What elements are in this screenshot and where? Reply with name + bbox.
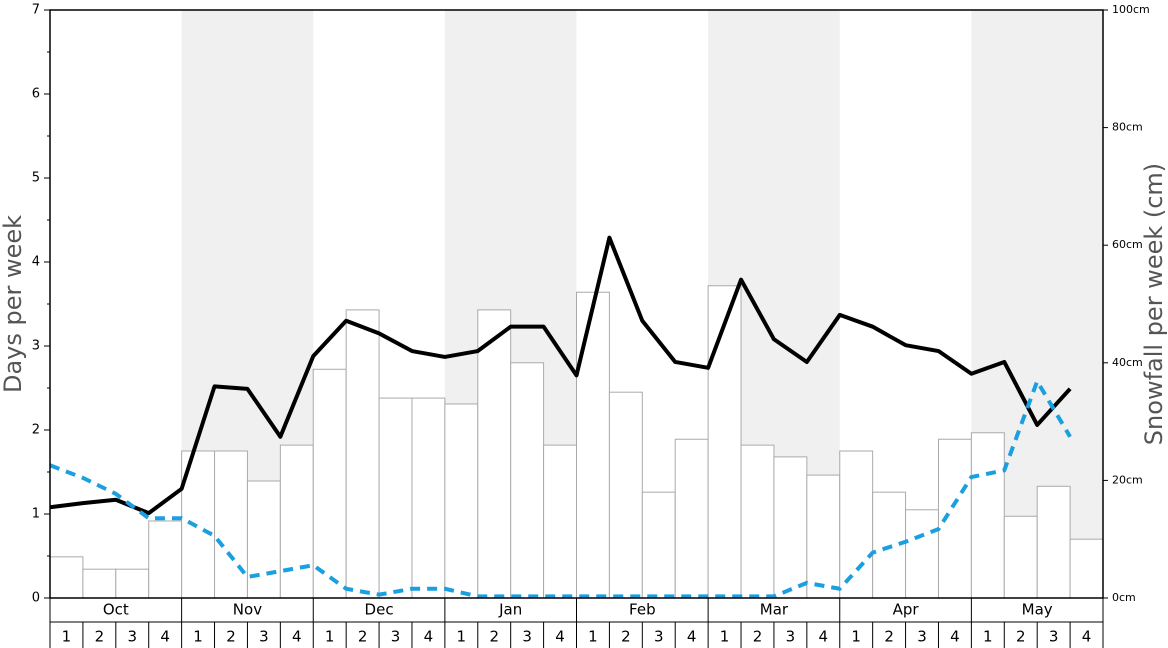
bar [608,391,643,599]
x-tick-label: 3 [259,628,269,646]
y-tick-label: 4 [32,255,40,270]
bar [444,403,479,599]
month-label: Oct [103,601,129,619]
x-tick-label: 4 [1082,628,1092,646]
bar [214,450,248,599]
month-label: Feb [629,601,656,619]
x-tick-label: 3 [391,628,401,646]
x-tick-label: 1 [851,628,861,646]
bar [641,491,676,599]
x-tick-label: 2 [489,628,499,646]
x-tick-label: 4 [950,628,960,646]
y2-tick-label: 40cm [1112,356,1143,369]
y-tick-label: 5 [32,171,40,186]
bar [905,509,939,599]
bar [1036,485,1071,599]
x-tick-label: 3 [654,628,664,646]
bar [839,450,874,599]
x-tick-label: 3 [1049,628,1059,646]
bar [279,444,314,599]
y-tick-label: 2 [32,423,40,438]
x-tick-label: 3 [522,628,532,646]
bar [82,568,117,599]
bar [576,291,610,599]
y-tick-label: 3 [32,339,40,354]
x-tick-label: 4 [687,628,697,646]
x-tick-label: 2 [884,628,894,646]
bar [970,432,1005,599]
x-tick-label: 2 [621,628,631,646]
month-label: Jan [498,601,522,619]
x-tick-label: 2 [753,628,763,646]
bar [246,480,281,599]
month-label: Nov [233,601,262,619]
y2-tick-label: 80cm [1112,121,1143,134]
bar [477,309,512,599]
y-tick-label: 0 [32,591,40,606]
y-axis-title: Days per week [0,215,27,393]
y-tick-label: 7 [32,3,40,18]
bar [674,438,709,599]
y2-axis-title: Snowfall per week (cm) [1140,163,1168,445]
x-tick-label: 1 [983,628,993,646]
x-tick-label: 4 [819,628,829,646]
line [49,379,1072,599]
bar [1069,538,1104,599]
bar [543,444,577,599]
y-tick-label: 6 [32,87,40,102]
bar [740,444,775,599]
bar [510,362,545,599]
bar [345,309,380,599]
x-tick-label: 1 [457,628,467,646]
month-label: May [1022,601,1053,619]
x-tick-label: 3 [786,628,796,646]
x-tick-label: 4 [160,628,170,646]
y2-tick-label: 60cm [1112,238,1143,251]
x-tick-label: 4 [555,628,565,646]
month-label: Dec [365,601,394,619]
y2-tick-label: 0cm [1112,591,1136,604]
bar [707,285,742,599]
x-tick-label: 3 [127,628,137,646]
y-tick-label: 1 [32,507,40,522]
x-tick-label: 2 [1016,628,1026,646]
bar [378,397,413,599]
x-tick-label: 1 [325,628,335,646]
bar [148,520,183,599]
x-tick-label: 4 [292,628,302,646]
x-tick-label: 4 [424,628,434,646]
month-label: Apr [893,601,920,619]
bar [115,568,150,599]
bar [411,397,446,599]
x-tick-label: 1 [62,628,72,646]
bar [312,368,347,599]
x-tick-label: 3 [917,628,927,646]
bar [773,456,808,599]
month-label: Mar [760,601,789,619]
bar [1003,515,1038,599]
line [49,235,1072,516]
x-tick-label: 1 [720,628,730,646]
x-tick-label: 2 [358,628,368,646]
x-tick-label: 1 [588,628,598,646]
x-tick-label: 2 [95,628,105,646]
bar [806,474,841,599]
x-tick-label: 1 [193,628,203,646]
y2-tick-label: 100cm [1112,3,1150,16]
x-tick-label: 2 [226,628,236,646]
bar [49,556,84,599]
y2-tick-label: 20cm [1112,473,1143,486]
